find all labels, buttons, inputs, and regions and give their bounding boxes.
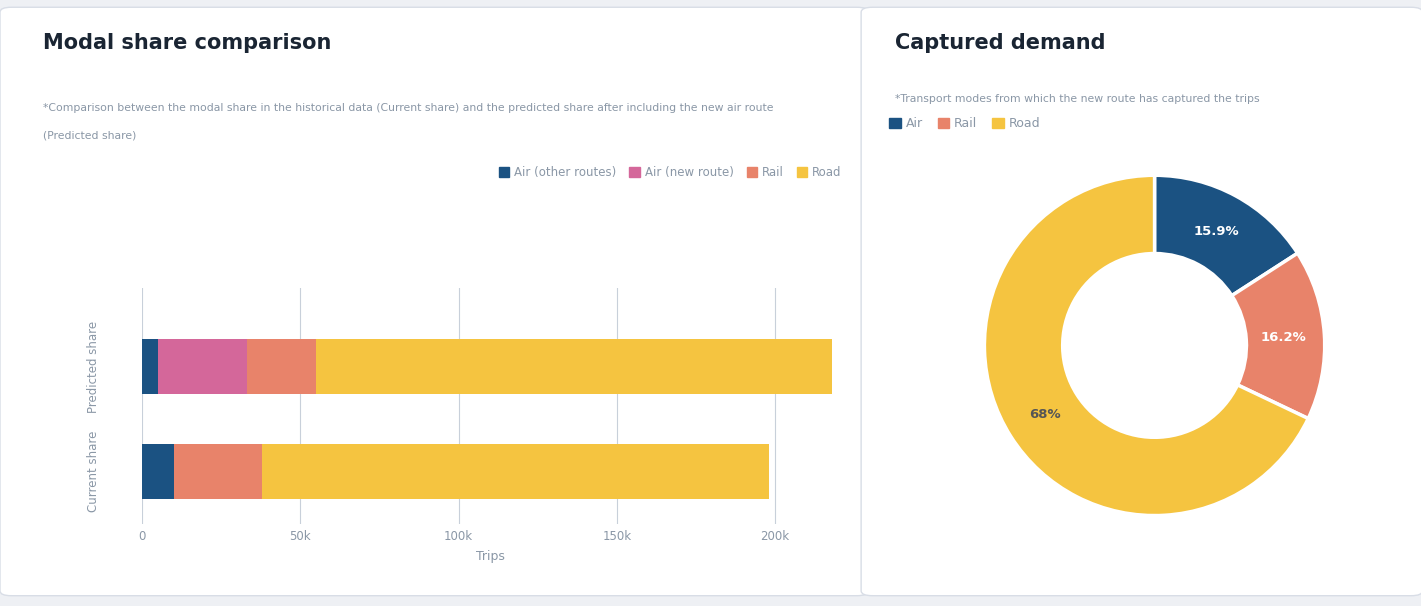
Bar bbox=[142, 444, 173, 499]
Text: 16.2%: 16.2% bbox=[1260, 331, 1306, 344]
Wedge shape bbox=[1154, 175, 1297, 296]
Text: Captured demand: Captured demand bbox=[895, 33, 1106, 53]
Bar bbox=[158, 339, 247, 394]
Wedge shape bbox=[1232, 253, 1324, 419]
Text: 68%: 68% bbox=[1029, 408, 1061, 421]
Legend: Air, Rail, Road: Air, Rail, Road bbox=[884, 112, 1046, 135]
Text: *Comparison between the modal share in the historical data (Current share) and t: *Comparison between the modal share in t… bbox=[43, 103, 773, 113]
Bar bbox=[142, 339, 158, 394]
Text: *Transport modes from which the new route has captured the trips: *Transport modes from which the new rout… bbox=[895, 94, 1260, 104]
Bar bbox=[263, 444, 769, 499]
X-axis label: Trips: Trips bbox=[476, 550, 504, 563]
Bar bbox=[315, 339, 833, 394]
Bar bbox=[247, 339, 315, 394]
Legend: Air (other routes), Air (new route), Rail, Road: Air (other routes), Air (new route), Rai… bbox=[495, 161, 847, 184]
Wedge shape bbox=[985, 175, 1309, 516]
Text: 15.9%: 15.9% bbox=[1194, 225, 1239, 238]
Bar bbox=[173, 444, 263, 499]
Text: Modal share comparison: Modal share comparison bbox=[43, 33, 331, 53]
Text: (Predicted share): (Predicted share) bbox=[43, 130, 136, 141]
